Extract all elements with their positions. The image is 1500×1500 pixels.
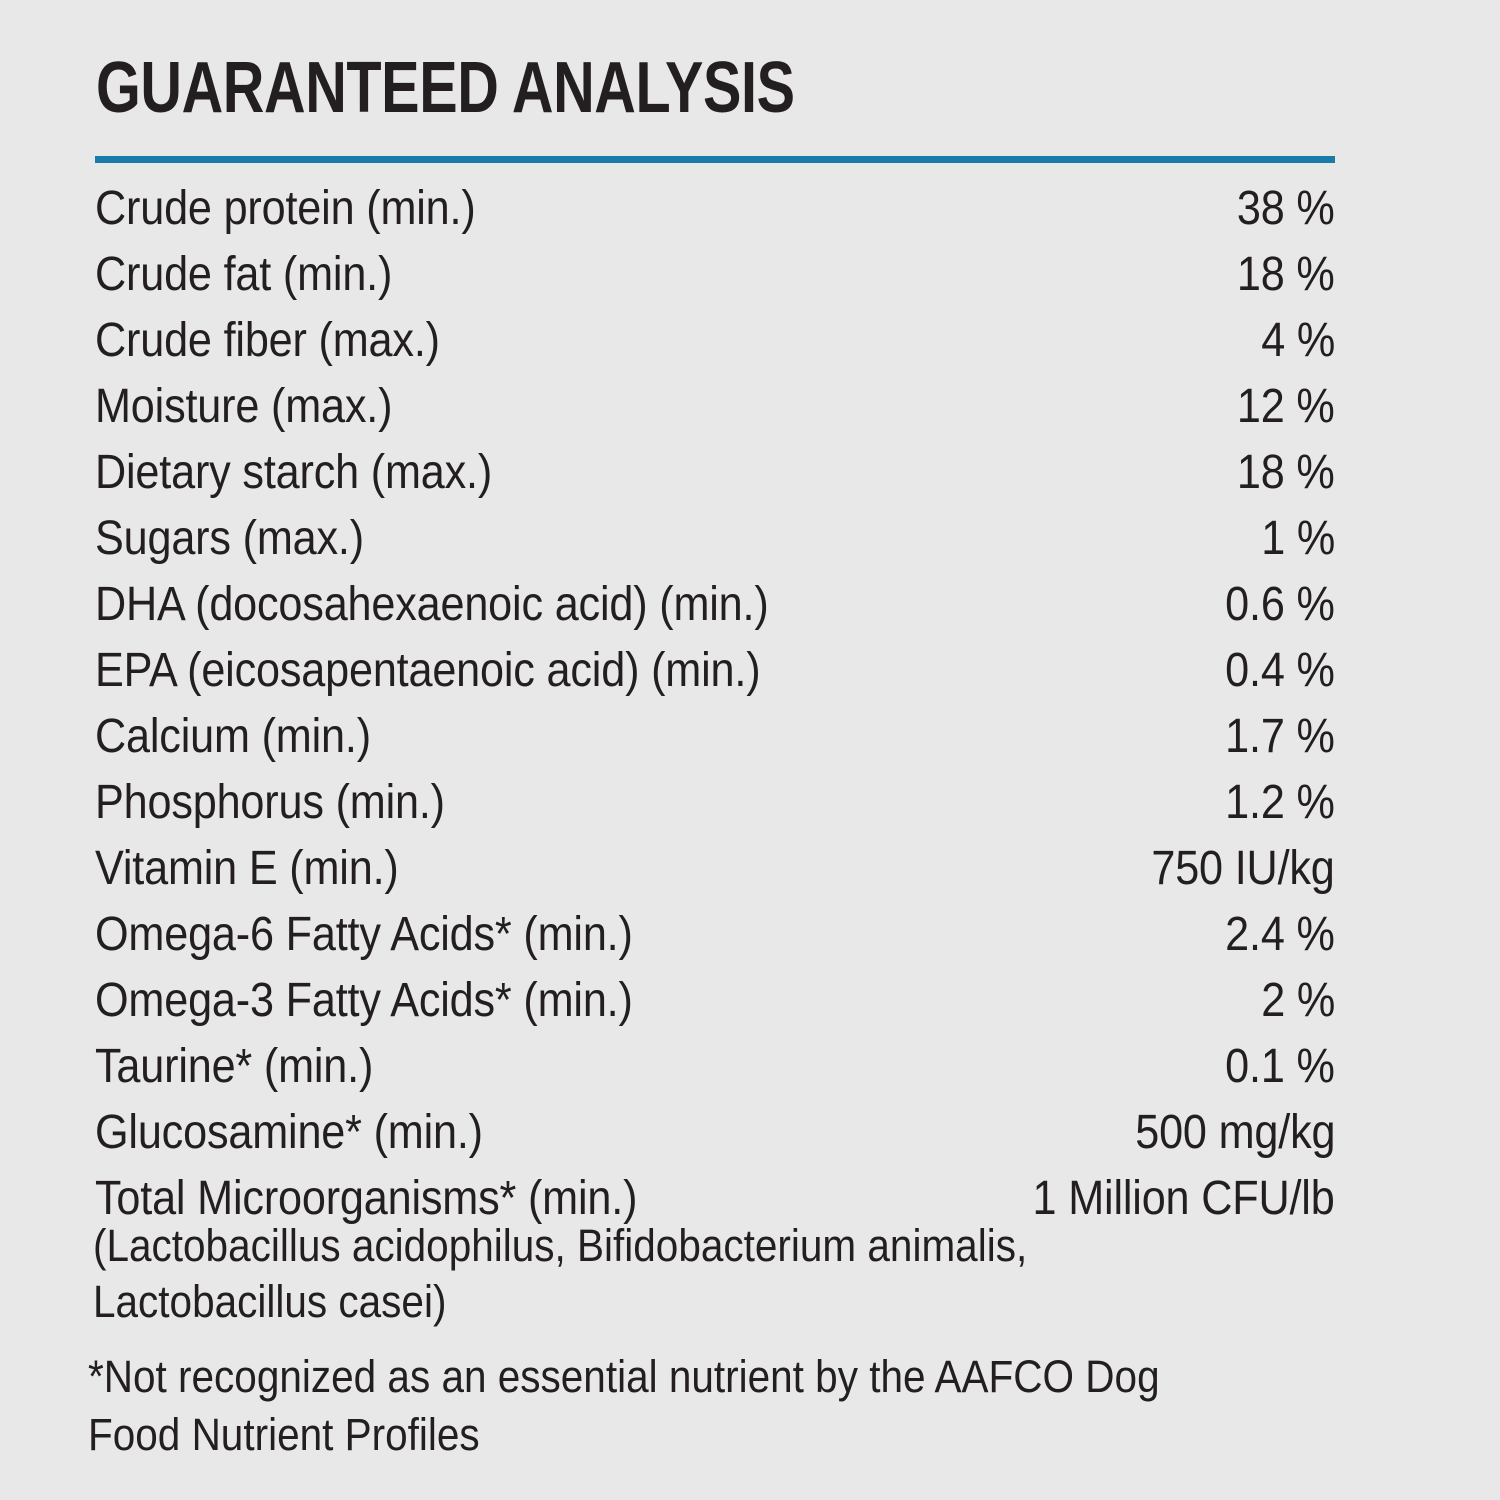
nutrient-label: DHA (docosahexaenoic acid) (min.) xyxy=(95,578,769,631)
table-row: Taurine* (min.) 0.1 % xyxy=(95,1034,1335,1100)
nutrient-label: Crude fiber (max.) xyxy=(95,314,440,367)
nutrient-value: 1 Million CFU/lb xyxy=(1033,1172,1335,1225)
table-row: DHA (docosahexaenoic acid) (min.) 0.6 % xyxy=(95,572,1335,638)
nutrient-label: Sugars (max.) xyxy=(95,512,364,565)
table-row: Vitamin E (min.) 750 IU/kg xyxy=(95,836,1335,902)
nutrient-label: Moisture (max.) xyxy=(95,380,393,433)
nutrient-label: Calcium (min.) xyxy=(95,710,371,763)
nutrient-label: Omega-3 Fatty Acids* (min.) xyxy=(95,974,633,1027)
table-row: Crude protein (min.) 38 % xyxy=(95,176,1335,242)
table-row: Moisture (max.) 12 % xyxy=(95,374,1335,440)
table-row: Omega-6 Fatty Acids* (min.) 2.4 % xyxy=(95,902,1335,968)
table-row: Glucosamine* (min.) 500 mg/kg xyxy=(95,1100,1335,1166)
nutrient-value: 18 % xyxy=(1237,446,1335,499)
nutrient-label: Taurine* (min.) xyxy=(95,1040,374,1093)
nutrient-value: 0.4 % xyxy=(1225,644,1335,697)
nutrient-label: EPA (eicosapentaenoic acid) (min.) xyxy=(95,644,761,697)
nutrient-label: Omega-6 Fatty Acids* (min.) xyxy=(95,908,633,961)
nutrient-value: 500 mg/kg xyxy=(1134,1106,1335,1159)
nutrient-value: 12 % xyxy=(1237,380,1335,433)
nutrient-table: Crude protein (min.) 38 % Crude fat (min… xyxy=(95,176,1335,1232)
table-row: Crude fiber (max.) 4 % xyxy=(95,308,1335,374)
nutrient-value: 2 % xyxy=(1261,974,1335,1027)
nutrient-value: 1 % xyxy=(1261,512,1335,565)
nutrient-label: Dietary starch (max.) xyxy=(95,446,493,499)
table-row: Sugars (max.) 1 % xyxy=(95,506,1335,572)
nutrient-value: 38 % xyxy=(1237,182,1335,235)
nutrient-value: 0.1 % xyxy=(1225,1040,1335,1093)
nutrient-label: Crude protein (min.) xyxy=(95,182,476,235)
nutrient-label: Phosphorus (min.) xyxy=(95,776,445,829)
table-row: Crude fat (min.) 18 % xyxy=(95,242,1335,308)
nutrient-label: Total Microorganisms* (min.) xyxy=(95,1172,638,1225)
table-row: Total Microorganisms* (min.) 1 Million C… xyxy=(95,1166,1335,1232)
table-row: Omega-3 Fatty Acids* (min.) 2 % xyxy=(95,968,1335,1034)
nutrient-label: Vitamin E (min.) xyxy=(95,842,399,895)
nutrient-value: 18 % xyxy=(1237,248,1335,301)
nutrient-value: 0.6 % xyxy=(1225,578,1335,631)
nutrient-value: 1.7 % xyxy=(1225,710,1335,763)
nutrient-value: 2.4 % xyxy=(1225,908,1335,961)
nutrient-value: 750 IU/kg xyxy=(1151,842,1335,895)
table-row: Phosphorus (min.) 1.2 % xyxy=(95,770,1335,836)
microorganism-strains-note: (Lactobacillus acidophilus, Bifidobacter… xyxy=(93,1220,1028,1327)
table-row: EPA (eicosapentaenoic acid) (min.) 0.4 % xyxy=(95,638,1335,704)
title-divider xyxy=(95,156,1335,163)
aafco-footnote: *Not recognized as an essential nutrient… xyxy=(88,1351,1160,1460)
nutrient-label: Glucosamine* (min.) xyxy=(95,1106,483,1159)
table-row: Calcium (min.) 1.7 % xyxy=(95,704,1335,770)
nutrient-value: 1.2 % xyxy=(1225,776,1335,829)
table-row: Dietary starch (max.) 18 % xyxy=(95,440,1335,506)
nutrient-value: 4 % xyxy=(1261,314,1335,367)
page-title: GUARANTEED ANALYSIS xyxy=(96,48,795,128)
nutrient-label: Crude fat (min.) xyxy=(95,248,393,301)
